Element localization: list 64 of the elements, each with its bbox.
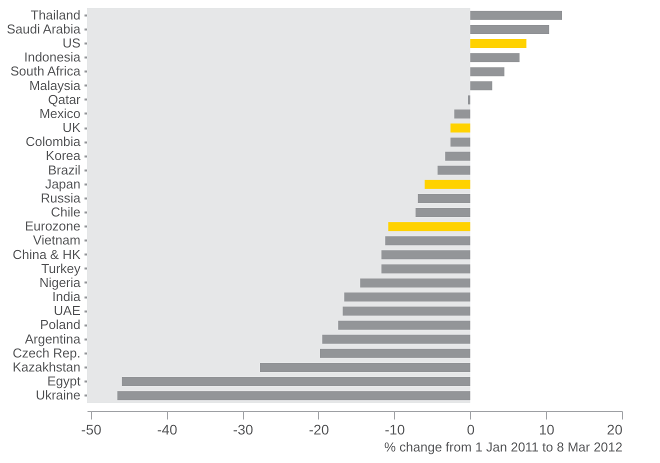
bar xyxy=(450,124,470,133)
bar xyxy=(342,306,470,316)
y-tick-label: Brazil xyxy=(48,162,81,178)
y-tick-label: Eurozone xyxy=(24,218,80,234)
y-tick-label: China & HK xyxy=(12,246,81,262)
y-tick-label: Kazakhstan xyxy=(12,359,80,374)
y-tick-label: UAE xyxy=(54,303,81,318)
bar xyxy=(454,109,470,118)
bar xyxy=(338,320,470,330)
bar xyxy=(360,278,470,288)
bar xyxy=(470,81,492,90)
y-tick-label: Japan xyxy=(45,176,80,192)
y-tick-label: Indonesia xyxy=(24,50,82,65)
bar xyxy=(260,362,470,372)
y-tick-label: Thailand xyxy=(30,7,80,22)
x-tick-label: 10 xyxy=(538,422,555,438)
y-tick-label: Ukraine xyxy=(36,388,80,403)
y-tick-label: Mexico xyxy=(39,106,80,121)
bar xyxy=(344,292,470,302)
bar xyxy=(320,348,470,358)
bar xyxy=(424,180,470,189)
bar xyxy=(470,10,562,20)
x-tick-label: -50 xyxy=(81,422,102,438)
y-tick-label: Turkey xyxy=(41,260,81,276)
y-tick-label: Argentina xyxy=(24,331,82,346)
y-tick-label: South Africa xyxy=(10,64,82,79)
y-tick-label: Chile xyxy=(50,204,80,220)
y-tick-label: Nigeria xyxy=(39,274,82,290)
bar xyxy=(322,334,470,344)
x-axis-title: % change from 1 Jan 2011 to 8 Mar 2012 xyxy=(384,440,622,454)
y-tick-label: Saudi Arabia xyxy=(6,21,82,36)
bar xyxy=(388,222,470,232)
y-tick-label: Vietnam xyxy=(33,232,80,248)
bar xyxy=(381,264,470,274)
y-tick-label: UK xyxy=(62,120,81,136)
y-tick-label: Egypt xyxy=(47,374,81,389)
bar xyxy=(445,152,470,161)
y-tick-label: Qatar xyxy=(48,92,82,107)
bar xyxy=(122,377,470,386)
y-tick-label: Colombia xyxy=(26,134,82,150)
y-tick-label: Korea xyxy=(46,148,82,164)
y-tick-label: Czech Rep. xyxy=(12,345,80,360)
bar xyxy=(385,236,470,246)
x-tick-label: -20 xyxy=(308,422,330,438)
y-tick-label: Russia xyxy=(40,190,82,206)
bar xyxy=(381,250,470,260)
bar xyxy=(470,24,550,34)
x-tick-label: 20 xyxy=(606,422,623,438)
y-tick-label: Poland xyxy=(40,317,80,332)
bar xyxy=(470,53,520,62)
bar xyxy=(416,208,470,218)
bar xyxy=(117,391,470,400)
bar xyxy=(450,138,470,147)
x-tick-label: 0 xyxy=(466,422,475,438)
y-tick-label: India xyxy=(52,289,82,304)
y-tick-label: US xyxy=(62,36,81,51)
x-tick-label: -40 xyxy=(157,422,178,438)
bar xyxy=(438,166,470,175)
bar xyxy=(470,39,526,48)
bar xyxy=(470,67,504,76)
y-tick-label: Malaysia xyxy=(29,78,82,93)
x-tick-label: -10 xyxy=(384,422,406,438)
bar xyxy=(418,194,470,203)
x-tick-label: -30 xyxy=(232,422,254,438)
